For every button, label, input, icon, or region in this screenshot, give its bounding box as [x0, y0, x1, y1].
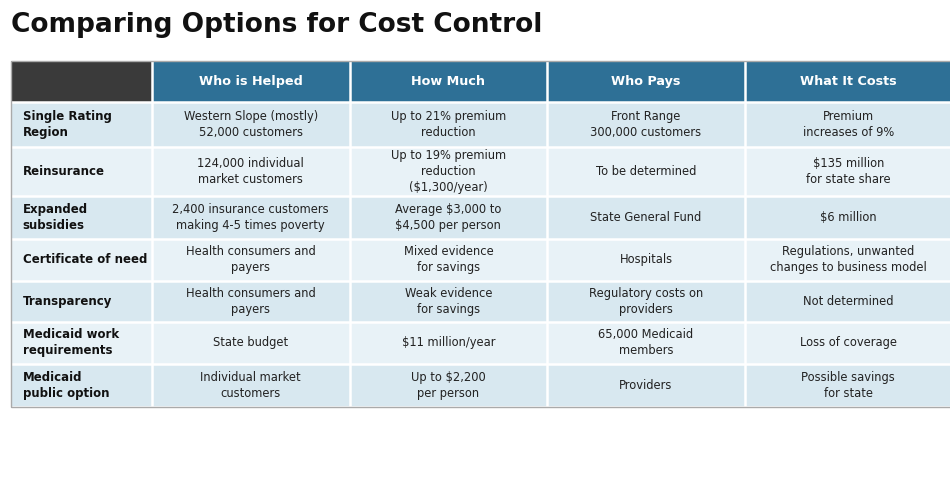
Text: Average $3,000 to
$4,500 per person: Average $3,000 to $4,500 per person [395, 203, 502, 232]
FancyBboxPatch shape [11, 196, 152, 239]
Text: Up to 21% premium
reduction: Up to 21% premium reduction [390, 109, 506, 139]
FancyBboxPatch shape [745, 239, 950, 281]
Text: Expanded
subsidies: Expanded subsidies [23, 203, 87, 232]
Text: Transparency: Transparency [23, 295, 112, 308]
FancyBboxPatch shape [152, 102, 350, 147]
FancyBboxPatch shape [745, 322, 950, 364]
Text: How Much: How Much [411, 75, 485, 88]
Text: Individual market
customers: Individual market customers [200, 371, 301, 400]
Text: $6 million: $6 million [820, 211, 877, 224]
FancyBboxPatch shape [745, 196, 950, 239]
Text: Medicaid work
requirements: Medicaid work requirements [23, 328, 119, 357]
FancyBboxPatch shape [745, 364, 950, 407]
Text: Not determined: Not determined [803, 295, 894, 308]
Text: Medicaid
public option: Medicaid public option [23, 371, 109, 400]
FancyBboxPatch shape [152, 281, 350, 322]
FancyBboxPatch shape [350, 322, 547, 364]
FancyBboxPatch shape [152, 239, 350, 281]
Text: Regulations, unwanted
changes to business model: Regulations, unwanted changes to busines… [770, 246, 926, 274]
FancyBboxPatch shape [350, 61, 547, 102]
Text: State budget: State budget [213, 336, 289, 350]
FancyBboxPatch shape [11, 364, 152, 407]
FancyBboxPatch shape [547, 281, 745, 322]
Text: What It Costs: What It Costs [800, 75, 897, 88]
Text: Mixed evidence
for savings: Mixed evidence for savings [404, 246, 493, 274]
FancyBboxPatch shape [11, 102, 152, 147]
FancyBboxPatch shape [152, 322, 350, 364]
FancyBboxPatch shape [350, 102, 547, 147]
FancyBboxPatch shape [745, 281, 950, 322]
FancyBboxPatch shape [152, 196, 350, 239]
Text: Comparing Options for Cost Control: Comparing Options for Cost Control [11, 12, 542, 38]
FancyBboxPatch shape [745, 147, 950, 196]
Text: To be determined: To be determined [596, 165, 696, 178]
FancyBboxPatch shape [547, 239, 745, 281]
FancyBboxPatch shape [547, 147, 745, 196]
Text: Health consumers and
payers: Health consumers and payers [186, 246, 315, 274]
FancyBboxPatch shape [547, 364, 745, 407]
Text: Providers: Providers [619, 379, 673, 392]
Text: State General Fund: State General Fund [590, 211, 702, 224]
Text: Up to 19% premium
reduction
($1,300/year): Up to 19% premium reduction ($1,300/year… [390, 149, 506, 194]
Text: Up to $2,200
per person: Up to $2,200 per person [411, 371, 485, 400]
Text: Who is Helped: Who is Helped [199, 75, 303, 88]
Text: 2,400 insurance customers
making 4-5 times poverty: 2,400 insurance customers making 4-5 tim… [173, 203, 329, 232]
Text: 65,000 Medicaid
members: 65,000 Medicaid members [598, 328, 694, 357]
Text: Hospitals: Hospitals [619, 253, 673, 267]
FancyBboxPatch shape [350, 239, 547, 281]
FancyBboxPatch shape [547, 196, 745, 239]
FancyBboxPatch shape [547, 322, 745, 364]
Text: Health consumers and
payers: Health consumers and payers [186, 287, 315, 316]
FancyBboxPatch shape [11, 147, 152, 196]
Text: Loss of coverage: Loss of coverage [800, 336, 897, 350]
FancyBboxPatch shape [11, 239, 152, 281]
Text: $135 million
for state share: $135 million for state share [806, 157, 891, 186]
Text: $11 million/year: $11 million/year [402, 336, 495, 350]
Text: Premium
increases of 9%: Premium increases of 9% [803, 109, 894, 139]
FancyBboxPatch shape [547, 61, 745, 102]
FancyBboxPatch shape [745, 102, 950, 147]
Text: Single Rating
Region: Single Rating Region [23, 109, 111, 139]
Text: Certificate of need: Certificate of need [23, 253, 147, 267]
FancyBboxPatch shape [350, 364, 547, 407]
Text: Western Slope (mostly)
52,000 customers: Western Slope (mostly) 52,000 customers [183, 109, 318, 139]
FancyBboxPatch shape [350, 196, 547, 239]
FancyBboxPatch shape [11, 322, 152, 364]
FancyBboxPatch shape [11, 61, 152, 102]
FancyBboxPatch shape [745, 61, 950, 102]
Text: Possible savings
for state: Possible savings for state [802, 371, 895, 400]
Text: 124,000 individual
market customers: 124,000 individual market customers [198, 157, 304, 186]
FancyBboxPatch shape [350, 147, 547, 196]
FancyBboxPatch shape [11, 281, 152, 322]
FancyBboxPatch shape [152, 61, 350, 102]
FancyBboxPatch shape [152, 147, 350, 196]
Text: Reinsurance: Reinsurance [23, 165, 104, 178]
FancyBboxPatch shape [350, 281, 547, 322]
Text: Who Pays: Who Pays [611, 75, 681, 88]
Text: Weak evidence
for savings: Weak evidence for savings [405, 287, 492, 316]
FancyBboxPatch shape [152, 364, 350, 407]
FancyBboxPatch shape [547, 102, 745, 147]
Text: Regulatory costs on
providers: Regulatory costs on providers [589, 287, 703, 316]
Text: Front Range
300,000 customers: Front Range 300,000 customers [591, 109, 701, 139]
